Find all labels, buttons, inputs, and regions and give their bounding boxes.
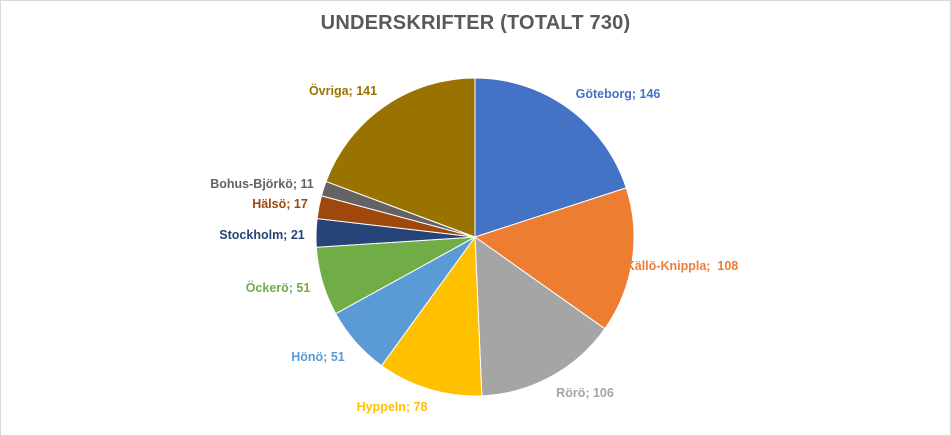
pie-slice-10: [325, 77, 476, 238]
data-label-4: Hyppeln; 78: [357, 400, 428, 414]
pie-slice-3: [474, 236, 606, 397]
data-label-3: Rörö; 106: [556, 386, 614, 400]
data-label-2: Källö-Knippla; 108: [626, 259, 739, 273]
data-label-1: Göteborg; 146: [576, 87, 661, 101]
pie-slice-2: [473, 187, 635, 330]
data-label-7: Stockholm; 21: [219, 228, 304, 242]
pie-slice-1: [474, 77, 627, 238]
data-label-6: Öckerö; 51: [246, 280, 311, 295]
data-label-5: Hönö; 51: [291, 350, 345, 364]
data-label-8: Hälsö; 17: [252, 197, 308, 211]
pie-slice-4: [380, 235, 483, 397]
data-label-9: Bohus-Björkö; 11: [210, 177, 314, 191]
data-label-10: Övriga; 141: [309, 83, 377, 98]
chart-title: UNDERSKRIFTER (TOTALT 730): [320, 12, 631, 34]
